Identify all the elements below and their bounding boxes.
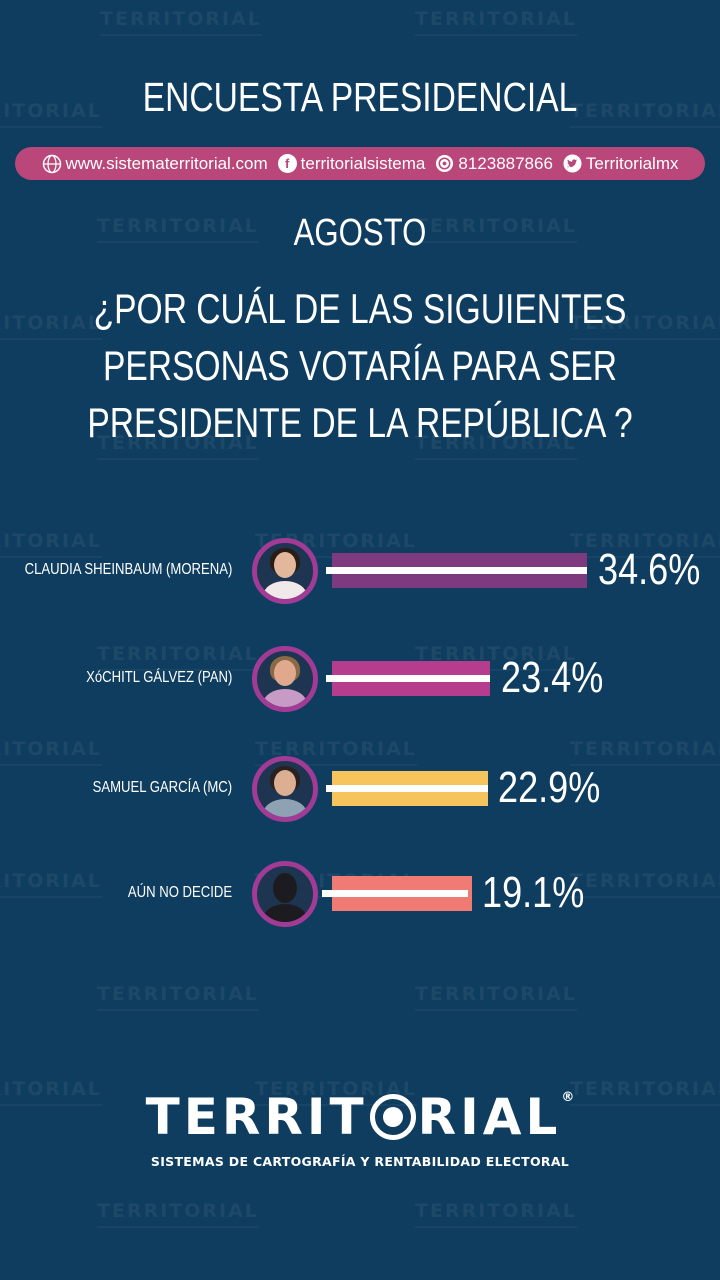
bar-stripe xyxy=(326,785,488,792)
watermark: TERRITORIAL xyxy=(97,1200,259,1228)
candidate-row: CLAUDIA SHEINBAUM (MORENA) 34.6% xyxy=(0,535,720,605)
candidate-name: AÚN NO DECIDE xyxy=(127,884,232,901)
candidate-photo-garcia xyxy=(252,756,318,822)
registered-mark: ® xyxy=(561,1090,575,1105)
candidate-name: XóCHITL GÁLVEZ (PAN) xyxy=(85,669,232,686)
facebook-link[interactable]: f territorialsistema xyxy=(277,153,426,174)
whatsapp-icon xyxy=(436,154,454,173)
candidate-name: SAMUEL GARCÍA (MC) xyxy=(92,779,232,796)
silhouette-icon xyxy=(252,861,318,927)
twitter-link[interactable]: Territorialmx xyxy=(563,153,679,174)
twitter-icon xyxy=(563,154,582,173)
watermark: TERRITORIAL xyxy=(97,983,259,1011)
website-link[interactable]: www.sistematerritorial.com xyxy=(42,154,268,174)
bar-stripe xyxy=(326,567,587,574)
candidate-row: AÚN NO DECIDE 19.1% xyxy=(0,858,720,928)
candidate-row: XóCHITL GÁLVEZ (PAN) 23.4% xyxy=(0,643,720,713)
survey-month: AGOSTO xyxy=(293,212,427,254)
crosshair-icon xyxy=(369,1093,416,1140)
watermark: TERRITORIAL xyxy=(415,983,577,1011)
percentage-value: 22.9% xyxy=(498,763,601,812)
twitter-text: Territorialmx xyxy=(585,153,679,173)
bar-stripe xyxy=(322,890,468,897)
candidate-photo-galvez xyxy=(252,646,318,712)
watermark: TERRITORIAL xyxy=(415,8,577,36)
percentage-value: 19.1% xyxy=(482,868,585,917)
page-title: ENCUESTA PRESIDENCIAL xyxy=(142,74,578,120)
candidate-name: CLAUDIA SHEINBAUM (MORENA) xyxy=(24,561,232,578)
bar-stripe xyxy=(326,675,490,682)
logo-tagline: SISTEMAS DE CARTOGRAFÍA Y RENTABILIDAD E… xyxy=(150,1154,570,1169)
globe-icon xyxy=(42,154,61,173)
percentage-value: 23.4% xyxy=(501,653,604,702)
survey-question: ¿POR CUÁL DE LAS SIGUIENTES PERSONAS VOT… xyxy=(87,285,633,446)
percentage-value: 34.6% xyxy=(598,545,701,594)
website-text: www.sistematerritorial.com xyxy=(65,153,268,173)
whatsapp-link[interactable]: 8123887866 xyxy=(435,154,553,174)
watermark: TERRITORIAL xyxy=(415,1200,577,1228)
candidate-row: SAMUEL GARCÍA (MC) 22.9% xyxy=(0,753,720,823)
contact-banner: www.sistematerritorial.com f territorial… xyxy=(15,147,705,180)
logo-text-left: TERRIT xyxy=(145,1088,368,1146)
phone-text: 8123887866 xyxy=(458,153,553,173)
facebook-text: territorialsistema xyxy=(300,153,426,173)
candidate-photo-sheinbaum xyxy=(252,538,318,604)
logo-text-right: RIAL xyxy=(417,1088,562,1146)
facebook-icon: f xyxy=(277,154,297,173)
territorial-logo: TERRIT RIAL® xyxy=(0,1088,720,1146)
watermark: TERRITORIAL xyxy=(100,8,262,36)
